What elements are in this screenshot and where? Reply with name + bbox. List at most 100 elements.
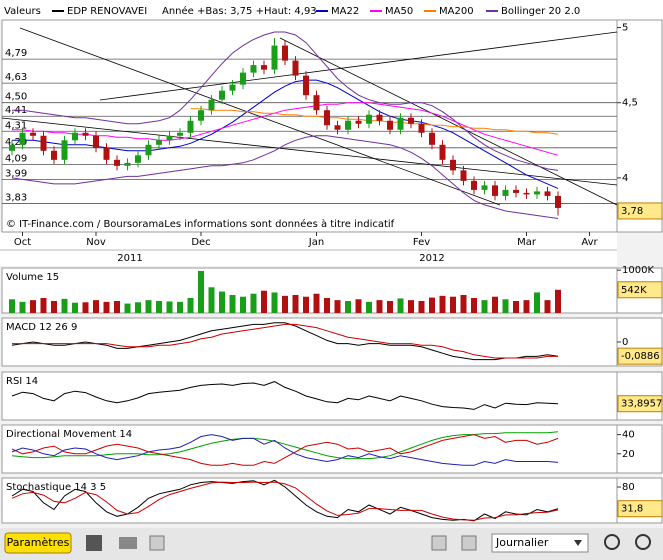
y-tick-label: 20	[622, 449, 635, 460]
level-label: 4,79	[5, 48, 27, 59]
candle-body	[292, 60, 299, 76]
header-label: Valeurs	[4, 6, 41, 17]
last-value-box	[617, 202, 663, 220]
legend-label: MA200	[439, 6, 474, 17]
candle-body	[166, 135, 173, 141]
last-value-box	[617, 500, 663, 518]
last-value-box	[617, 347, 663, 365]
candle-body	[124, 162, 131, 166]
volume-bar	[271, 292, 278, 313]
icon-button[interactable]	[461, 535, 477, 551]
year-label: 2011	[117, 253, 142, 264]
candle-body	[198, 110, 204, 121]
volume-bar	[481, 300, 488, 313]
volume-bar	[376, 300, 383, 313]
candle-body	[229, 84, 236, 91]
panel-frame	[1, 19, 618, 233]
volume-bar	[198, 271, 204, 313]
volume-bar	[555, 289, 561, 313]
y-tick-label: 1000K	[622, 265, 654, 276]
toolbar: Paramètres Journalier	[0, 528, 663, 560]
candle-body	[61, 140, 68, 160]
x-tick-label: Nov	[86, 237, 106, 248]
settings-label[interactable]: Paramètres	[7, 536, 70, 549]
zoom-out-icon[interactable]	[635, 534, 651, 550]
time-axis	[0, 232, 617, 266]
volume-bar	[9, 299, 15, 313]
volume-bar	[103, 301, 110, 313]
level-label: 4,41	[5, 105, 27, 116]
candle-body	[439, 144, 446, 160]
volume-bar	[166, 301, 173, 313]
panel-title: MACD 12 26 9	[6, 322, 77, 333]
save-icon[interactable]	[86, 535, 102, 551]
indicator-line	[11, 431, 559, 460]
volume-bar	[114, 301, 120, 313]
y-tick-label: 0	[622, 337, 628, 348]
period-label[interactable]: Journalier	[495, 536, 549, 549]
volume-bar	[408, 300, 414, 313]
candle-body	[187, 120, 194, 133]
panel-title: Directional Movement 14	[6, 429, 132, 440]
volume-bar	[261, 290, 267, 313]
candle-body	[492, 185, 498, 196]
volume-bar	[19, 301, 26, 313]
settings-button[interactable]	[4, 532, 72, 554]
moving-average	[190, 108, 559, 135]
zoom-in-icon[interactable]	[604, 534, 620, 550]
volume-bar	[418, 301, 425, 313]
indicator-line	[12, 323, 558, 359]
indicator-line	[11, 434, 559, 466]
x-tick-label: Mar	[517, 237, 537, 248]
level-label: 4,50	[5, 92, 27, 103]
volume-bar	[523, 300, 530, 313]
header-name: EDP RENOVAVEI	[67, 6, 147, 17]
volume-bar	[40, 298, 47, 313]
level-label: 4,63	[5, 72, 27, 83]
volume-bar	[93, 300, 99, 313]
candle-body	[408, 117, 414, 124]
candle-body	[103, 147, 110, 160]
period-select[interactable]	[491, 533, 589, 553]
candle-body	[82, 132, 89, 136]
indicator-line	[11, 322, 559, 361]
volume-bar	[502, 299, 509, 313]
icon-button[interactable]	[431, 535, 447, 551]
moving-average	[12, 102, 559, 156]
bollinger-band	[11, 135, 559, 219]
y-tick-label: 5	[622, 23, 628, 34]
volume-bar	[513, 301, 519, 313]
candle-body	[19, 132, 26, 145]
volume-bar	[313, 293, 320, 313]
volume-bar	[429, 297, 435, 313]
candle-body	[271, 45, 278, 70]
candle-body	[51, 150, 57, 160]
icon-button[interactable]	[149, 535, 165, 551]
last-value-box	[617, 395, 663, 413]
candle-body	[544, 191, 551, 196]
source-note: © IT-Finance.com / BoursoramaLes informa…	[6, 218, 395, 230]
volume-bar	[292, 295, 299, 313]
indicator-line	[11, 381, 559, 410]
volume-bar	[30, 300, 36, 313]
candle-body	[93, 135, 99, 148]
select-arrow	[574, 540, 582, 546]
moving-average	[12, 79, 559, 189]
x-tick-label: Dec	[191, 237, 210, 248]
level-label: 3,99	[5, 168, 27, 179]
candle-body	[30, 132, 36, 136]
candle-body	[502, 189, 509, 196]
candle-body	[261, 65, 267, 70]
candle-body	[418, 123, 425, 133]
indicator-line	[11, 434, 559, 466]
volume-bar	[492, 296, 498, 313]
candle-body	[303, 75, 309, 96]
volume-bar	[534, 292, 540, 313]
print-icon[interactable]	[119, 537, 137, 549]
volume-bar	[544, 300, 551, 313]
panel-title: RSI 14	[6, 376, 38, 387]
candle-body	[156, 140, 162, 145]
year-label: 2012	[419, 253, 444, 264]
level-label: 4,09	[5, 153, 27, 164]
candle-body	[334, 125, 341, 130]
